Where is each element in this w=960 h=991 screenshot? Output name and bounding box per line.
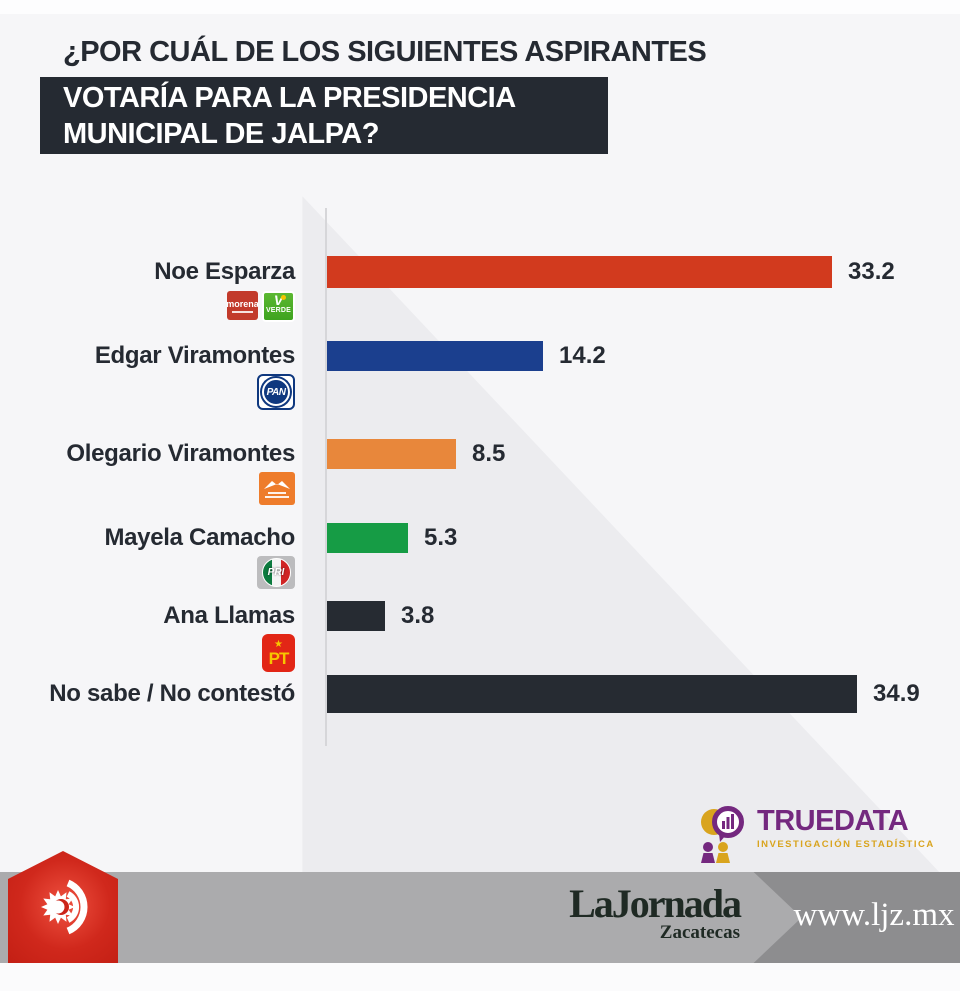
chart-axis-line	[325, 208, 327, 746]
party-logos	[259, 472, 295, 505]
mc-eagle-icon	[264, 481, 290, 489]
pri-wordmark: PRI	[267, 567, 285, 578]
mc-party-logo	[259, 472, 295, 505]
lajornada-wordmark: LaJornada	[569, 881, 742, 926]
truedata-subtitle: INVESTIGACIÓN ESTADÍSTICA	[757, 839, 935, 850]
value-label: 33.2	[848, 258, 895, 285]
mc-text-line	[265, 496, 289, 498]
morena-wordmark: morena	[227, 298, 258, 309]
verde-bird-head-icon	[281, 295, 286, 300]
bar	[327, 439, 456, 469]
website-url: www.ljz.mx	[793, 897, 955, 933]
lajornada-logo: LaJornada Zacatecas	[569, 881, 742, 943]
bar	[327, 523, 408, 553]
verde-party-logo: V VERDE	[262, 291, 295, 322]
bar	[327, 675, 857, 713]
row-label-column: Olegario Viramontes	[0, 439, 315, 505]
value-label: 3.8	[401, 602, 435, 629]
candidate-label: Edgar Viramontes	[94, 342, 295, 369]
bar	[327, 341, 543, 371]
row-label-column: No sabe / No contestó	[0, 675, 315, 716]
party-logos: ★ PT	[262, 634, 295, 672]
bottom-margin	[0, 963, 960, 991]
lajornada-edition: Zacatecas	[659, 922, 740, 943]
truedata-logo: TRUEDATA INVESTIGACIÓN ESTADÍSTICA	[698, 805, 935, 863]
pan-party-logo: PAN	[257, 374, 295, 410]
truedata-icon	[701, 806, 744, 863]
candidate-label: Ana Llamas	[163, 602, 295, 629]
candidate-label: Mayela Camacho	[104, 524, 295, 551]
value-label: 5.3	[424, 524, 458, 551]
candidate-label: Noe Esparza	[154, 258, 295, 285]
sun-logo-icon	[41, 879, 88, 935]
value-label: 8.5	[472, 440, 506, 467]
ljz-sun-badge	[8, 851, 118, 963]
footer-chevron-section	[0, 872, 802, 963]
bar	[327, 256, 832, 288]
row-label-column: Edgar Viramontes PAN	[0, 341, 315, 410]
question-title-line3: MUNICIPAL DE JALPA?	[63, 118, 379, 150]
row-label-column: Noe Esparza morena V VERDE	[0, 256, 315, 322]
truedata-text: TRUEDATA INVESTIGACIÓN ESTADÍSTICA	[757, 805, 935, 850]
top-strip	[0, 0, 960, 14]
pan-wordmark: PAN	[266, 386, 286, 398]
party-logos: morena V VERDE	[227, 291, 295, 322]
pt-wordmark: PT	[268, 648, 290, 668]
morena-tagline-line	[232, 310, 253, 313]
pan-emblem: PAN	[262, 378, 290, 406]
candidate-label: No sabe / No contestó	[49, 680, 295, 707]
pt-party-logo: ★ PT	[262, 634, 295, 672]
pri-party-logo: PRI	[257, 556, 295, 589]
row-label-column: Mayela Camacho PRI	[0, 523, 315, 589]
bar	[327, 601, 385, 631]
candidate-label: Olegario Viramontes	[66, 440, 295, 467]
party-logos: PAN	[257, 374, 295, 410]
pri-emblem: PRI	[261, 558, 291, 587]
verde-wordmark: VERDE	[265, 307, 292, 314]
morena-party-logo: morena	[227, 291, 258, 320]
party-logos: PRI	[257, 556, 295, 589]
footer-band	[0, 872, 960, 963]
pt-star-icon: ★	[274, 638, 283, 650]
mc-text-line	[268, 492, 286, 494]
value-label: 14.2	[559, 342, 606, 369]
question-title-line2: VOTARÍA PARA LA PRESIDENCIA	[63, 82, 516, 114]
question-title-line1: ¿POR CUÁL DE LOS SIGUIENTES ASPIRANTES	[63, 36, 707, 68]
verde-bird-mark: V	[273, 292, 284, 308]
value-label: 34.9	[873, 680, 920, 707]
question-title-block: VOTARÍA PARA LA PRESIDENCIA MUNICIPAL DE…	[40, 77, 608, 154]
row-label-column: Ana Llamas ★ PT	[0, 601, 315, 672]
truedata-brand: TRUEDATA	[757, 805, 909, 837]
